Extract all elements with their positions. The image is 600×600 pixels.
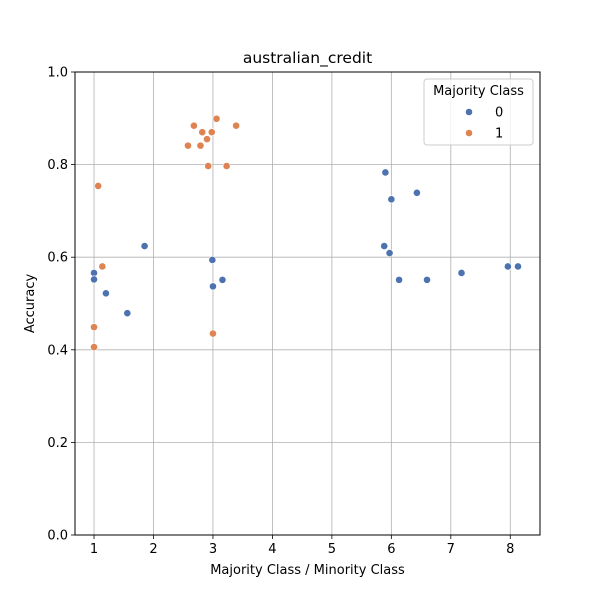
data-point-series-0: [140, 242, 149, 250]
data-point-series-0: [385, 249, 394, 257]
data-point-series-0: [387, 195, 396, 204]
data-point-series-1: [98, 262, 107, 271]
data-point-series-0: [90, 269, 98, 277]
x-axis-label: Majority Class / Minority Class: [210, 563, 405, 578]
data-point-series-0: [423, 275, 431, 284]
data-point-series-0: [395, 275, 403, 284]
data-point-series-1: [90, 343, 98, 351]
data-point-series-0: [102, 289, 110, 298]
data-point-series-0: [514, 262, 522, 271]
data-point-series-0: [123, 309, 132, 318]
data-point-series-1: [94, 181, 103, 190]
data-point-series-1: [90, 323, 98, 332]
plot-frame: [74, 71, 541, 536]
data-point-series-0: [380, 242, 389, 250]
x-tick-label: 2: [149, 542, 157, 557]
legend-label-1: 1: [495, 127, 503, 142]
data-point-series-1: [204, 162, 213, 170]
data-point-series-0: [381, 168, 390, 177]
data-point-series-0: [209, 282, 217, 291]
data-point-series-1: [190, 121, 198, 130]
legend-marker-0: [465, 108, 473, 116]
data-point-series-0: [413, 188, 421, 197]
legend-title: Majority Class: [433, 84, 524, 99]
x-tick-label: 1: [90, 542, 98, 557]
x-tick-label: 8: [506, 542, 514, 557]
legend: Majority Class 0 1: [423, 78, 534, 146]
legend-label-0: 0: [495, 106, 503, 121]
data-point-series-1: [184, 141, 192, 150]
y-tick-label: 0.4: [47, 343, 68, 358]
legend-marker-1: [465, 129, 473, 137]
x-tick-label: 3: [209, 542, 217, 557]
chart-title: australian_credit: [243, 49, 372, 68]
data-point-series-0: [90, 275, 98, 284]
y-tick-label: 0.0: [47, 529, 68, 544]
data-point-series-0: [208, 256, 217, 264]
data-point-series-1: [222, 162, 231, 170]
legend-box: [423, 78, 534, 146]
y-tick-label: 1.0: [47, 66, 68, 81]
data-point-series-1: [196, 141, 205, 150]
x-tick-label: 6: [387, 542, 395, 557]
data-point-series-1: [207, 128, 216, 137]
data-points: [90, 114, 522, 351]
data-point-series-1: [209, 329, 217, 338]
data-point-series-0: [503, 262, 512, 271]
data-point-series-0: [457, 269, 466, 277]
data-point-series-1: [198, 128, 207, 137]
y-tick-label: 0.2: [47, 436, 68, 451]
data-point-series-1: [212, 114, 221, 123]
axis-ticks: 1 2 3 4 5 6 7 8 0.0 0.2 0.4 0.6 0.8 1.0: [47, 66, 514, 558]
x-tick-label: 4: [268, 542, 276, 557]
y-axis-label: Accuracy: [23, 274, 38, 334]
data-point-series-1: [232, 121, 241, 130]
data-point-series-1: [203, 135, 211, 144]
x-tick-label: 7: [447, 542, 455, 557]
y-tick-label: 0.8: [47, 158, 68, 173]
y-tick-label: 0.6: [47, 251, 68, 266]
data-point-series-0: [218, 275, 227, 284]
x-tick-label: 5: [328, 542, 336, 557]
